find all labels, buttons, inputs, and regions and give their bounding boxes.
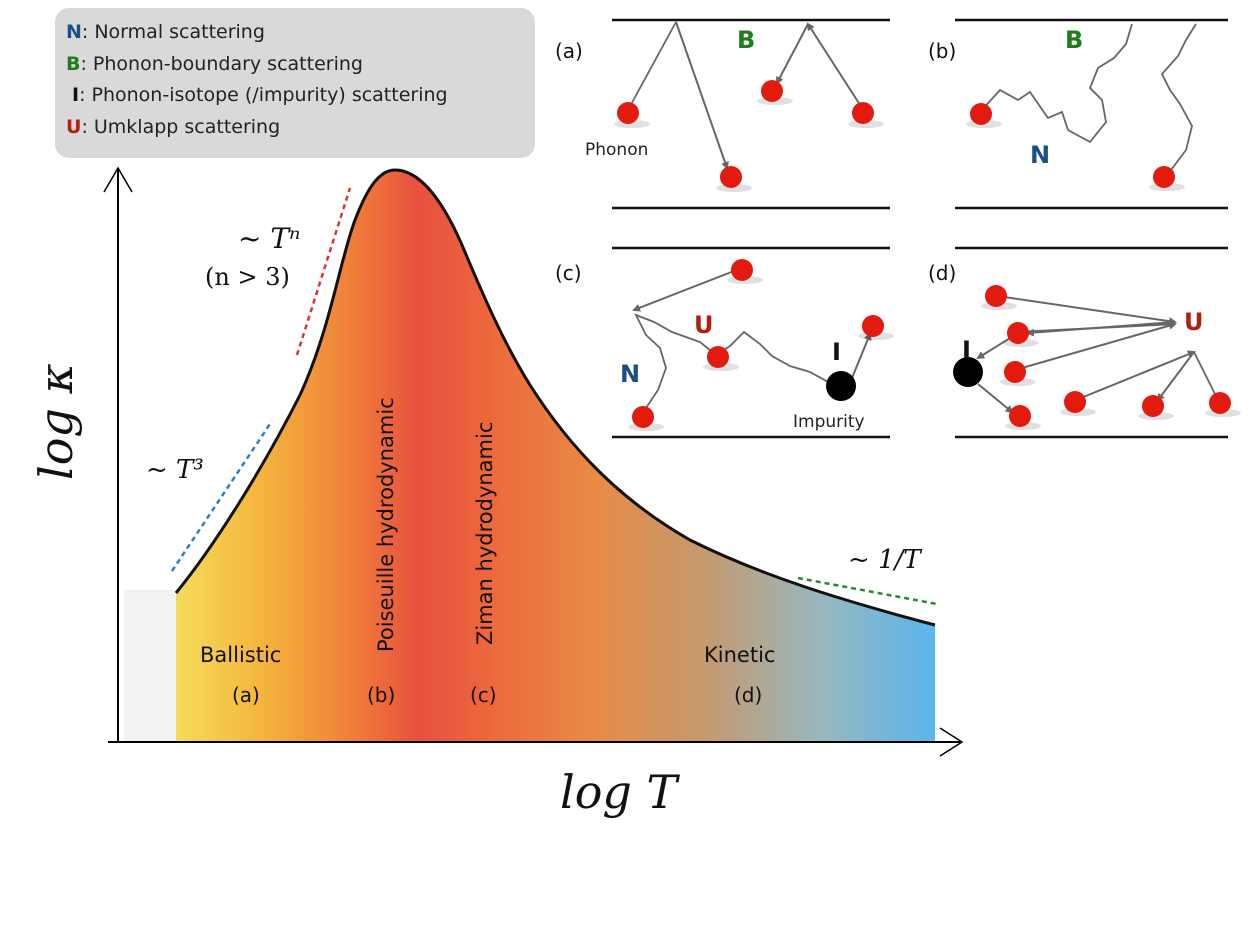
panel-b-phonon-2 (1153, 166, 1175, 188)
regime-ziman-tag: (c) (470, 683, 497, 707)
panel-a-phonon-3 (852, 102, 874, 124)
x-axis-label: log T (560, 765, 680, 819)
panel-d-ray-3 (1014, 321, 1177, 371)
panel-c-phonon-4 (632, 406, 654, 428)
conductivity-plot: log κ log T ~ T³ ~ Tⁿ (n > 3) ~ 1/T Ball… (29, 166, 964, 819)
regime-poiseuille-tag: (b) (367, 683, 395, 707)
legend-key-n: N (66, 21, 82, 43)
panel-c-ray-2 (851, 332, 872, 379)
panel-c-path-1 (634, 313, 831, 415)
y-axis-arrow (103, 166, 133, 193)
t3-label: ~ T³ (146, 455, 204, 485)
panel-b-normal-letter: N (1030, 141, 1050, 169)
panel-d-phonon-7 (1209, 392, 1231, 414)
t3-slope-line (170, 420, 274, 572)
panel-a-boundary-letter: B (737, 26, 755, 54)
panel-d-ray-9 (1193, 351, 1219, 401)
panel-a-ray-2 (675, 21, 729, 170)
panel-d-ray-6 (977, 383, 1014, 414)
panel-a-label: (a) (555, 39, 583, 63)
legend-text-u: : Umklapp scattering (81, 116, 280, 138)
panel-d-phonon-1 (985, 285, 1007, 307)
regime-ziman: Ziman hydrodynamic (473, 422, 497, 645)
legend-text-i: : Phonon-isotope (/impurity) scattering (79, 84, 448, 106)
panel-a: (a) B Phonon (555, 18, 890, 210)
panel-c-impurity (826, 371, 856, 401)
panel-d-ray-7 (1075, 350, 1196, 401)
panel-b-boundary-letter: B (1065, 26, 1083, 54)
panel-d-ray-4 (1016, 323, 1176, 336)
panel-d-phonon-6 (1142, 395, 1164, 417)
panel-d-ray-8 (1156, 351, 1195, 402)
panel-a-ray-1 (627, 21, 677, 111)
legend-box (55, 8, 535, 158)
panel-c-phonon-3 (862, 315, 884, 337)
panel-d-phonon-4 (1009, 405, 1031, 427)
legend-item-umklapp: U: Umklapp scattering (66, 116, 280, 138)
regime-kinetic: Kinetic (704, 643, 775, 667)
legend-item-normal: N: Normal scattering (66, 21, 265, 43)
panel-a-ray-3 (806, 22, 863, 109)
panel-c-phonon-1 (731, 259, 753, 281)
panel-a-phonon-label: Phonon (585, 140, 648, 160)
legend-item-isotope: I: Phonon-isotope (/impurity) scattering (72, 84, 448, 106)
legend-item-boundary: B: Phonon-boundary scattering (66, 53, 363, 75)
panel-d-phonon-2 (1007, 322, 1029, 344)
low-temperature-gap (124, 590, 176, 742)
panel-d-umklapp-letter: U (1184, 308, 1204, 336)
panel-a-phonon-1 (617, 102, 639, 124)
legend-key-u: U (66, 116, 81, 138)
panel-c-umklapp-letter: U (694, 311, 714, 339)
panel-d-phonon-3 (1004, 361, 1026, 383)
conductivity-area (176, 170, 935, 742)
inv-t-label: ~ 1/T (848, 545, 922, 575)
conductivity-curve (174, 168, 936, 627)
tn-label: ~ Tⁿ (238, 222, 300, 255)
panel-d-impurity-letter: I (962, 336, 971, 364)
panel-c: (c) U N I Impurity (555, 246, 894, 439)
tn-condition-label: (n > 3) (205, 263, 290, 291)
panel-b-path-1 (979, 23, 1133, 144)
panel-a-ray-4 (776, 23, 809, 85)
tn-slope-line (295, 187, 352, 356)
panel-c-ray-1 (632, 270, 735, 312)
panel-b-phonon-1 (970, 103, 992, 125)
panel-d-impurity (953, 357, 983, 387)
legend-key-i: I (72, 84, 79, 106)
regime-poiseuille: Poiseuille hydrodynamic (374, 397, 398, 652)
panel-d: (d) I U (928, 246, 1241, 439)
x-axis-arrow (939, 727, 964, 757)
panel-a-phonon-4 (720, 166, 742, 188)
inv-t-slope-line (797, 576, 938, 606)
panel-c-normal-letter: N (620, 360, 640, 388)
panel-b-path-2 (1160, 23, 1197, 179)
panel-b: (b) B N (928, 18, 1228, 210)
panel-d-ray-1 (996, 295, 1177, 326)
legend-text-n: : Normal scattering (82, 21, 265, 43)
legend-text-b: : Phonon-boundary scattering (80, 53, 362, 75)
panel-c-impurity-label: Impurity (793, 412, 865, 432)
panel-a-phonon-2 (761, 80, 783, 102)
regime-ballistic: Ballistic (200, 643, 281, 667)
panel-d-phonon-5 (1064, 391, 1086, 413)
panel-c-impurity-letter: I (832, 338, 841, 366)
legend: N: Normal scattering B: Phonon-boundary … (55, 8, 535, 158)
regime-ballistic-tag: (a) (232, 683, 260, 707)
panel-c-phonon-2 (707, 346, 729, 368)
regime-kinetic-tag: (d) (734, 683, 762, 707)
panel-c-label: (c) (555, 261, 582, 285)
panel-b-label: (b) (928, 39, 956, 63)
legend-key-b: B (66, 53, 80, 75)
y-axis-label: log κ (29, 363, 83, 480)
panel-d-label: (d) (928, 261, 956, 285)
